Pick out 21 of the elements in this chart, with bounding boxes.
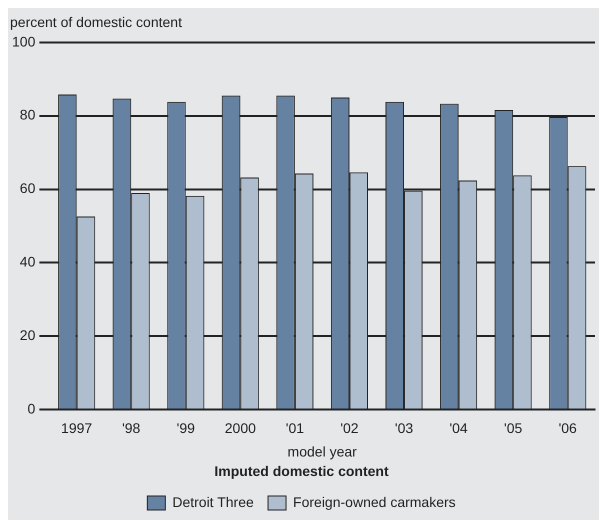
x-tick-label: 2000 bbox=[224, 420, 256, 436]
x-tick-label: '02 bbox=[340, 420, 359, 436]
x-tick-label: '05 bbox=[504, 420, 522, 436]
x-tick-label: '98 bbox=[122, 420, 141, 436]
x-tick-label: '04 bbox=[449, 420, 468, 436]
y-tick-label: 40 bbox=[20, 254, 36, 270]
x-tick-label: '06 bbox=[558, 420, 578, 436]
x-tick-label: 1997 bbox=[61, 420, 92, 436]
y-tick-label: 80 bbox=[20, 106, 36, 123]
x-axis-title: model year bbox=[288, 444, 358, 460]
y-tick-label: 20 bbox=[20, 327, 36, 344]
y-tick-label: 0 bbox=[28, 400, 36, 416]
y-tick-label: 100 bbox=[12, 33, 36, 50]
x-tick-label: '01 bbox=[286, 420, 304, 436]
legend-title: Imputed domestic content bbox=[214, 463, 389, 480]
legend-label: Detroit Three bbox=[172, 494, 254, 510]
x-tick-label: '03 bbox=[394, 420, 414, 436]
legend-label: Foreign-owned carmakers bbox=[293, 494, 456, 510]
x-tick-label: '99 bbox=[176, 420, 196, 436]
y-tick-label: 60 bbox=[20, 180, 36, 196]
y-axis-title: percent of domestic content bbox=[9, 13, 183, 30]
